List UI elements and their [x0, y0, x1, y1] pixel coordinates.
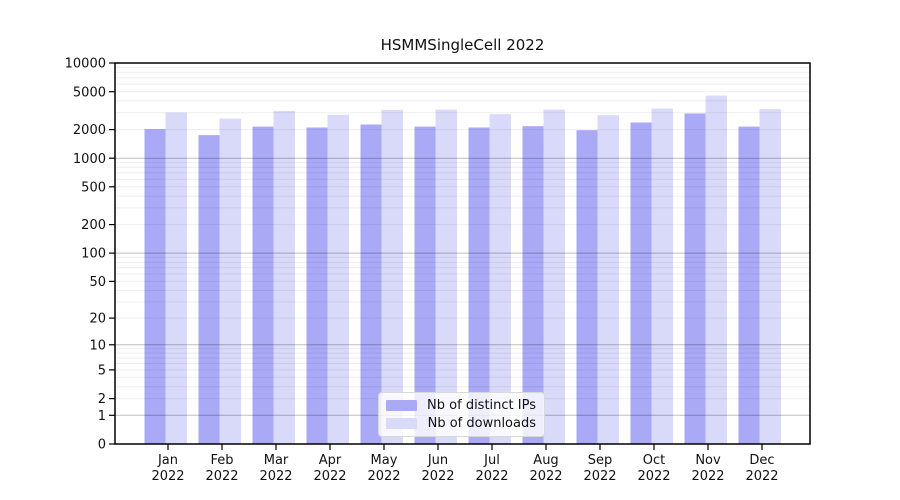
legend-label-distinct-ips: Nb of distinct IPs — [427, 398, 536, 414]
x-tick-label-year: 2022 — [313, 469, 346, 484]
bar-nov-distinct-ips — [684, 113, 706, 444]
bar-sep-downloads — [597, 115, 619, 444]
y-tick-label: 10000 — [65, 57, 106, 72]
x-tick-label-year: 2022 — [745, 469, 778, 484]
bar-oct-downloads — [651, 108, 673, 444]
x-tick-label-month: Aug — [533, 453, 558, 468]
bar-nov-downloads — [705, 95, 727, 444]
bar-feb-downloads — [219, 118, 241, 444]
bar-mar-downloads — [273, 110, 295, 445]
legend-swatch-downloads — [386, 417, 417, 429]
y-tick-label: 2 — [98, 392, 106, 407]
legend-row-downloads: Nb of downloads — [386, 415, 536, 431]
legend-row-distinct-ips: Nb of distinct IPs — [386, 398, 536, 414]
x-tick-label-year: 2022 — [475, 469, 508, 484]
y-tick-label: 500 — [81, 180, 106, 195]
x-tick-label-month: Jun — [427, 453, 448, 468]
bar-may-distinct-ips — [360, 124, 382, 444]
bar-apr-distinct-ips — [306, 127, 328, 444]
bar-oct-distinct-ips — [630, 122, 652, 444]
y-tick-label: 100 — [81, 247, 106, 262]
x-tick-label-year: 2022 — [637, 469, 670, 484]
y-tick-label: 10 — [89, 338, 106, 353]
x-tick-label-month: Jan — [157, 453, 178, 468]
bar-jan-downloads — [165, 112, 187, 444]
y-tick-label: 5 — [98, 363, 106, 378]
x-tick-label-month: Oct — [643, 453, 665, 468]
bar-dec-distinct-ips — [738, 126, 760, 444]
x-tick-label-month: Jul — [483, 453, 500, 468]
legend: Nb of distinct IPs Nb of downloads — [378, 392, 545, 437]
bar-aug-downloads — [543, 109, 565, 444]
x-tick-label-month: Mar — [264, 453, 289, 468]
x-tick-label-year: 2022 — [205, 469, 238, 484]
y-tick-label: 20 — [89, 312, 106, 327]
x-tick-label-year: 2022 — [367, 469, 400, 484]
legend-swatch-distinct-ips — [386, 400, 417, 412]
y-tick-label: 5000 — [73, 85, 106, 100]
y-tick-label: 1 — [98, 409, 106, 424]
x-tick-label-month: Feb — [210, 453, 233, 468]
bar-jun-distinct-ips — [414, 126, 436, 444]
x-tick-label-year: 2022 — [529, 469, 562, 484]
bar-aug-distinct-ips — [522, 126, 544, 444]
bar-apr-downloads — [327, 114, 349, 445]
y-tick-label: 50 — [89, 275, 106, 290]
bar-may-downloads — [381, 109, 403, 445]
x-tick-label-year: 2022 — [691, 469, 724, 484]
x-tick-label-month: Sep — [588, 453, 613, 468]
x-tick-label-year: 2022 — [421, 469, 454, 484]
x-tick-label-year: 2022 — [259, 469, 292, 484]
bar-jul-distinct-ips — [468, 127, 490, 444]
bar-sep-distinct-ips — [576, 130, 598, 444]
bar-jun-downloads — [435, 109, 457, 444]
bar-feb-distinct-ips — [198, 135, 220, 444]
legend-label-downloads: Nb of downloads — [427, 415, 536, 431]
x-tick-label-year: 2022 — [583, 469, 616, 484]
y-tick-label: 0 — [98, 438, 106, 453]
bar-jul-downloads — [489, 114, 511, 444]
x-tick-label-month: Dec — [749, 453, 774, 468]
x-tick-label-year: 2022 — [151, 469, 184, 484]
x-tick-label-month: Apr — [319, 453, 342, 468]
x-tick-label-month: May — [371, 453, 398, 468]
bar-jan-distinct-ips — [144, 129, 166, 444]
x-tick-label-month: Nov — [695, 453, 721, 468]
chart-title: HSMMSingleCell 2022 — [380, 36, 545, 54]
y-tick-label: 1000 — [73, 152, 106, 167]
bar-dec-downloads — [759, 109, 781, 444]
y-tick-label: 200 — [81, 218, 106, 233]
bar-mar-distinct-ips — [252, 126, 274, 444]
y-tick-label: 2000 — [73, 123, 106, 138]
